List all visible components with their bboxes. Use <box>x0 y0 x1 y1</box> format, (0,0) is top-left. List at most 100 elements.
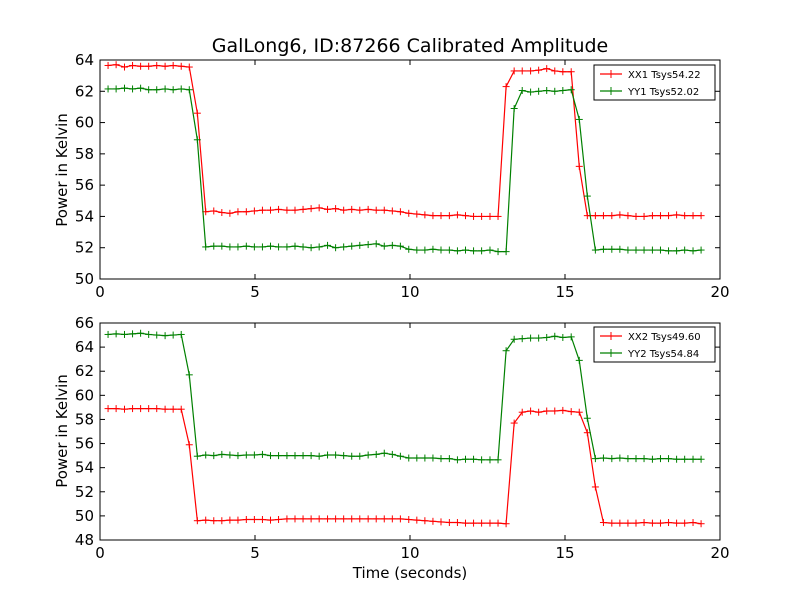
bottom-series-xx2-point <box>575 408 583 416</box>
bottom-series-xx2-point <box>689 519 697 527</box>
bottom-series-xx2-point <box>380 515 388 523</box>
bottom-y-tick-label: 48 <box>75 531 94 549</box>
top-series-xx1-point <box>567 68 575 76</box>
bottom-series-xx2-point <box>275 516 283 524</box>
top-x-tick-label: 10 <box>400 283 419 301</box>
bottom-series-xx2-point <box>112 405 120 413</box>
top-series-yy1-point <box>388 241 396 249</box>
bottom-series-xx2-point <box>324 515 332 523</box>
top-series-yy1-point <box>275 243 283 251</box>
bottom-series-yy2-point <box>324 451 332 459</box>
top-series-xx1-point <box>624 212 632 220</box>
top-series-xx1-point <box>535 66 543 74</box>
bottom-series-xx2-point <box>234 516 242 524</box>
top-series-yy1-point <box>697 246 705 254</box>
top-series-xx1-point <box>250 207 258 215</box>
top-series-xx1-point <box>470 212 478 220</box>
bottom-series-xx2-point <box>502 520 510 528</box>
top-y-tick-label: 54 <box>75 207 94 225</box>
bottom-series-xx2-point <box>396 515 404 523</box>
bottom-series-xx2-point <box>315 515 323 523</box>
bottom-series-yy2-point <box>413 454 421 462</box>
top-series-yy1-point <box>137 84 145 92</box>
top-series-xx1-point <box>210 207 218 215</box>
top-series-xx1-point <box>242 208 250 216</box>
top-series-yy1-point <box>429 245 437 253</box>
top-y-axis-label: Power in Kelvin <box>53 113 71 227</box>
top-series-xx1-point <box>396 208 404 216</box>
top-series-yy1-point <box>129 85 137 93</box>
top-series-yy1-point <box>494 248 502 256</box>
top-x-tick-label: 5 <box>250 283 260 301</box>
bottom-series-xx2-point <box>137 405 145 413</box>
top-series-xx1-point <box>697 212 705 220</box>
bottom-series-yy2-point <box>494 456 502 464</box>
bottom-series-yy2-point <box>502 347 510 355</box>
bottom-series-yy2-point <box>226 451 234 459</box>
bottom-series-yy2-point <box>527 334 535 342</box>
bottom-series-yy2-point <box>665 455 673 463</box>
top-series-xx1-point <box>234 208 242 216</box>
bottom-series-xx2-point <box>567 408 575 416</box>
bottom-series-xx2-point <box>161 405 169 413</box>
top-y-tick-label: 50 <box>75 270 94 288</box>
bottom-series-yy2-point <box>185 371 193 379</box>
top-series-yy1-point <box>445 246 453 254</box>
top-series-yy1-point <box>583 192 591 200</box>
top-series-xx1-point <box>689 212 697 220</box>
bottom-series-xx2-point <box>640 519 648 527</box>
bottom-series-xx2-point <box>599 519 607 527</box>
bottom-x-tick-label: 5 <box>250 544 260 562</box>
x-axis-label: Time (seconds) <box>352 564 468 582</box>
top-series-xx1-point <box>283 206 291 214</box>
bottom-legend-label-yy2: YY2 Tsys54.84 <box>627 349 699 360</box>
bottom-y-axis-label: Power in Kelvin <box>53 374 71 488</box>
top-series-yy1-point <box>461 246 469 254</box>
bottom-series-xx2-point <box>559 406 567 414</box>
top-series-yy1-point <box>161 85 169 93</box>
top-series-yy1-point <box>202 243 210 251</box>
top-series-xx1-point <box>608 212 616 220</box>
bottom-series-xx2-point <box>145 405 153 413</box>
bottom-series-xx2-point <box>673 519 681 527</box>
top-series-yy1-point <box>364 241 372 249</box>
top-series-xx1-point <box>502 83 510 91</box>
top-series-yy1-point <box>291 242 299 250</box>
top-series-yy1-point <box>478 247 486 255</box>
bottom-series-yy2-point <box>689 455 697 463</box>
bottom-y-tick-label: 60 <box>75 386 94 404</box>
top-series-yy1-point <box>210 242 218 250</box>
top-series-xx1-point <box>453 211 461 219</box>
top-series-yy1-point <box>437 246 445 254</box>
top-series-xx1-point <box>218 209 226 217</box>
top-series-xx1-point <box>364 205 372 213</box>
top-series-xx1-point <box>665 212 673 220</box>
bottom-series-yy2-point <box>575 356 583 364</box>
top-series-yy1-point <box>250 243 258 251</box>
top-series-xx1-point <box>413 210 421 218</box>
bottom-series-xx2-point <box>299 515 307 523</box>
top-series-yy1-point <box>324 241 332 249</box>
top-series-yy1-point <box>486 246 494 254</box>
top-series-xx1-point <box>226 209 234 217</box>
top-series-yy1-point <box>535 87 543 95</box>
bottom-series-xx2-point <box>681 519 689 527</box>
bottom-x-tick-label: 20 <box>710 544 729 562</box>
bottom-series-yy2-point <box>137 329 145 337</box>
bottom-series-xx2-point <box>283 515 291 523</box>
top-y-tick-label: 60 <box>75 114 94 132</box>
bottom-y-tick-label: 54 <box>75 459 94 477</box>
top-series-xx1-point <box>640 212 648 220</box>
bottom-series-xx2-point <box>665 519 673 527</box>
bottom-series-xx2-point <box>478 519 486 527</box>
bottom-series-yy2-point <box>299 452 307 460</box>
top-series-yy1-point <box>567 86 575 94</box>
bottom-series-yy2-point <box>486 456 494 464</box>
bottom-series-yy2-point <box>551 332 559 340</box>
bottom-series-yy2-point <box>543 333 551 341</box>
bottom-series-xx2-point <box>104 405 112 413</box>
top-series-yy1-point <box>145 86 153 94</box>
bottom-series-yy2-point <box>429 454 437 462</box>
top-series-yy1-point <box>193 136 201 144</box>
bottom-series-yy2-point <box>599 454 607 462</box>
